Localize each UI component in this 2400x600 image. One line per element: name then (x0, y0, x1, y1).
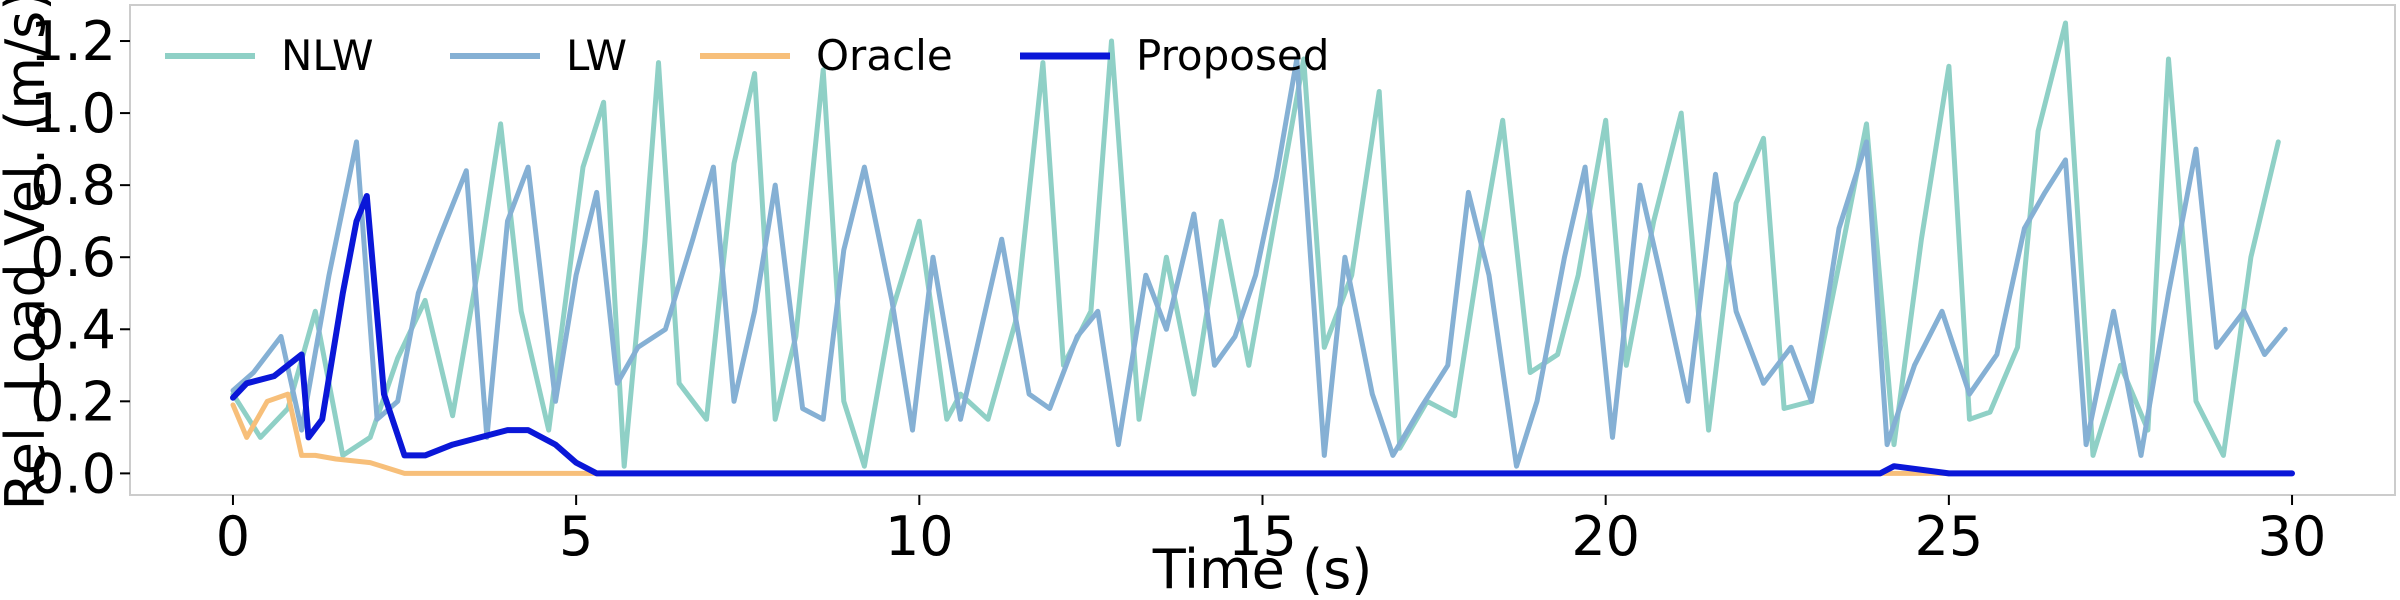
legend-item-proposed: Proposed (1020, 31, 1329, 80)
x-axis-label: Time (s) (1152, 538, 1373, 600)
y-tick-label: 0.4 (30, 298, 116, 361)
x-tick-label: 10 (885, 505, 954, 568)
legend-label: LW (566, 31, 627, 80)
series-layer (230, 20, 2295, 477)
y-tick-label: 1.2 (30, 10, 116, 73)
legend-item-lw: LW (450, 31, 627, 80)
y-tick-label: 1.0 (30, 82, 116, 145)
x-tick-label: 20 (1571, 505, 1640, 568)
y-tick-label: 0.6 (30, 226, 116, 289)
legend-label: Proposed (1136, 31, 1329, 80)
y-tick-label: 0.2 (30, 370, 116, 433)
legend-label: NLW (281, 31, 374, 80)
x-ticks: 0 5 10 15 20 25 30 (216, 495, 2327, 568)
series-line-proposed (230, 193, 2295, 477)
legend-item-oracle: Oracle (700, 31, 953, 80)
series-line-lw (230, 56, 2288, 469)
legend: NLW LW Oracle Proposed (165, 31, 1329, 80)
y-ticks: 0.0 0.2 0.4 0.6 0.8 1.0 1.2 (30, 10, 130, 505)
legend-item-nlw: NLW (165, 31, 374, 80)
legend-label: Oracle (816, 31, 953, 80)
x-tick-label: 0 (216, 505, 250, 568)
x-tick-label: 15 (1228, 505, 1297, 568)
y-tick-label: 0.0 (30, 442, 116, 505)
x-tick-label: 25 (1915, 505, 1984, 568)
series-line-nlw (230, 20, 2281, 469)
y-tick-label: 0.8 (30, 154, 116, 217)
y-axis-label: Rel. Load Vel. (m/s) (0, 0, 57, 510)
x-tick-label: 5 (559, 505, 593, 568)
x-tick-label: 30 (2258, 505, 2327, 568)
